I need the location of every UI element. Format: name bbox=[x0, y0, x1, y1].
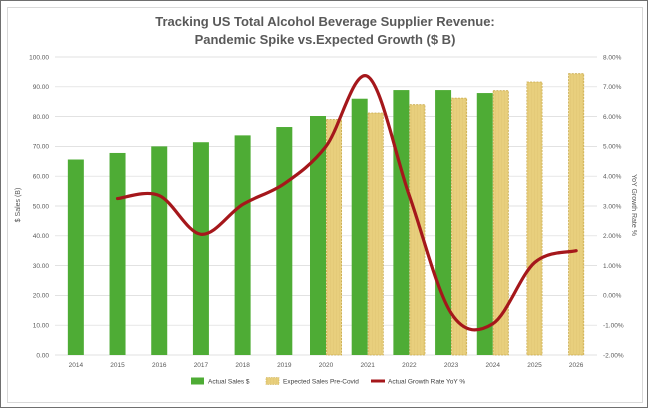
y2-tick-label: -2.00% bbox=[603, 352, 624, 359]
expected-sales-bar bbox=[526, 81, 543, 356]
y2-tick-label: 3.00% bbox=[603, 203, 622, 210]
actual-sales-bar bbox=[234, 135, 251, 355]
y2-tick-label: 2.00% bbox=[603, 233, 622, 240]
y-tick-label: 70.00 bbox=[33, 144, 50, 151]
expected-sales-bar bbox=[451, 97, 468, 356]
y-tick-label: 0.00 bbox=[36, 352, 49, 359]
chart-area-border bbox=[7, 7, 643, 403]
actual-sales-bar bbox=[393, 90, 410, 355]
actual-sales-bar bbox=[435, 90, 452, 355]
y-tick-label: 100.00 bbox=[29, 54, 49, 61]
expected-sales-bar bbox=[492, 90, 509, 356]
actual-sales-bar bbox=[151, 146, 168, 355]
x-tick-label: 2026 bbox=[569, 362, 584, 369]
expected-sales-bar bbox=[325, 119, 342, 356]
bars bbox=[67, 73, 585, 356]
growth-rate-line bbox=[115, 74, 578, 332]
x-tick-label: 2014 bbox=[69, 362, 84, 369]
y2-tick-label: 5.00% bbox=[603, 144, 622, 151]
expected-sales-bar bbox=[568, 73, 585, 356]
legend-label: Actual Sales $ bbox=[208, 378, 250, 385]
x-tick-label: 2022 bbox=[402, 362, 417, 369]
x-tick-label: 2018 bbox=[235, 362, 250, 369]
legend-label: Expected Sales Pre-Covid bbox=[283, 378, 359, 385]
growth-line-layer bbox=[115, 74, 578, 332]
y-tick-label: 60.00 bbox=[33, 174, 50, 181]
x-tick-label: 2019 bbox=[277, 362, 292, 369]
y-tick-label: 50.00 bbox=[33, 203, 50, 210]
chart-subtitle: Pandemic Spike vs.Expected Growth ($ B) bbox=[195, 32, 456, 47]
y-tick-label: 90.00 bbox=[33, 84, 50, 91]
y2-tick-label: -1.00% bbox=[603, 323, 624, 330]
legend: Actual Sales $ Expected Sales Pre-Covid Ac… bbox=[191, 377, 465, 385]
legend-hatch-swatch bbox=[265, 377, 280, 385]
x-tick-label: 2017 bbox=[194, 362, 209, 369]
y2-tick-label: 1.00% bbox=[603, 263, 622, 270]
y2-tick-label: 0.00% bbox=[603, 293, 622, 300]
legend-bar-swatch bbox=[191, 377, 204, 385]
actual-sales-bar bbox=[192, 142, 209, 355]
actual-sales-bar bbox=[109, 152, 126, 355]
x-axis-ticks: 2014 2015 2016 2017 2018 2019 2020 2021 2022 2023… bbox=[69, 362, 584, 369]
y-tick-label: 80.00 bbox=[33, 114, 50, 121]
y-tick-label: 20.00 bbox=[33, 293, 50, 300]
x-tick-label: 2020 bbox=[319, 362, 334, 369]
actual-sales-bar bbox=[310, 116, 326, 355]
y-tick-label: 30.00 bbox=[33, 263, 50, 270]
actual-sales-bar bbox=[476, 93, 493, 356]
y-axis-ticks: 0.00 10.00 20.00 30.00 40.00 50.00 60.00 70.00 8… bbox=[29, 54, 49, 359]
expected-sales-bar bbox=[409, 104, 426, 356]
x-tick-label: 2024 bbox=[486, 362, 501, 369]
y-tick-label: 10.00 bbox=[33, 323, 50, 330]
actual-sales-bar bbox=[276, 127, 293, 355]
y-axis-title: $ Sales (B) bbox=[15, 188, 22, 223]
actual-sales-bar bbox=[351, 98, 368, 355]
x-tick-label: 2025 bbox=[527, 362, 542, 369]
chart-title: Tracking US Total Alcohol Beverage Suppl… bbox=[155, 14, 495, 29]
y2-tick-label: 6.00% bbox=[603, 114, 622, 121]
y2-tick-label: 4.00% bbox=[603, 174, 622, 181]
y2-axis-ticks: -2.00% -1.00% 0.00% 1.00% 2.00% 3.00% 4.00% 5.0… bbox=[603, 54, 624, 359]
legend-label: Actual Growth Rate YoY % bbox=[388, 378, 465, 385]
x-tick-label: 2023 bbox=[444, 362, 459, 369]
y2-tick-label: 8.00% bbox=[603, 54, 622, 61]
expected-sales-bar bbox=[367, 112, 384, 356]
x-tick-label: 2021 bbox=[360, 362, 375, 369]
y2-axis-title: YoY Growth Rate % bbox=[630, 174, 637, 236]
y-tick-label: 40.00 bbox=[33, 233, 50, 240]
x-tick-label: 2015 bbox=[110, 362, 125, 369]
x-tick-label: 2016 bbox=[152, 362, 167, 369]
actual-sales-bar bbox=[67, 159, 84, 355]
y2-tick-label: 7.00% bbox=[603, 84, 622, 91]
